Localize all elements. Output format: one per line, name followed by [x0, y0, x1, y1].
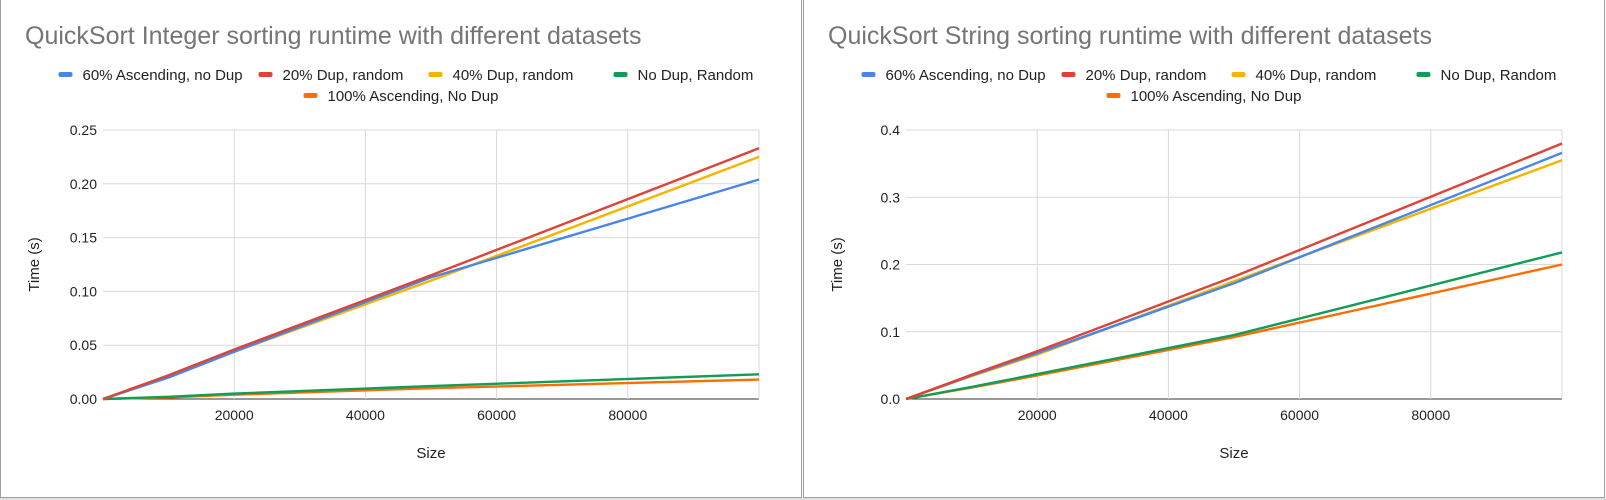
legend-swatch — [1061, 72, 1076, 77]
legend-swatch — [258, 72, 273, 77]
y-tick-label: 0.0 — [881, 391, 901, 407]
legend-swatch — [1416, 72, 1431, 77]
chart-title: QuickSort String sorting runtime with di… — [828, 22, 1432, 50]
x-tick-label: 80000 — [1411, 407, 1450, 423]
legend-label: No Dup, Random — [638, 67, 754, 84]
bottom-divider — [0, 498, 1606, 500]
legend-label: 100% Ascending, No Dup — [1131, 88, 1302, 105]
legend-label: 60% Ascending, no Dup — [886, 67, 1046, 84]
string-chart-panel: QuickSort String sorting runtime with di… — [803, 0, 1605, 498]
legend-label: 40% Dup, random — [1256, 67, 1377, 84]
x-tick-label: 20000 — [1018, 407, 1057, 423]
legend-label: No Dup, Random — [1441, 67, 1557, 84]
legend-swatch — [613, 72, 628, 77]
integer-chart-svg: 60% Ascending, no Dup 20% Dup, random 40% … — [26, 67, 760, 462]
legend-label: 20% Dup, random — [283, 67, 404, 84]
y-tick-label: 0.20 — [70, 176, 97, 192]
series-line — [905, 142, 1563, 401]
legend-swatch — [303, 93, 318, 98]
legend-swatch — [1106, 93, 1121, 98]
y-tick-label: 0.10 — [70, 283, 97, 299]
legend-swatch — [861, 72, 876, 77]
chart-title: QuickSort Integer sorting runtime with d… — [25, 22, 642, 50]
y-tick-label: 0.25 — [70, 122, 97, 138]
x-tick-label: 20000 — [215, 407, 254, 423]
series-line — [102, 373, 760, 401]
integer-chart-panel: QuickSort Integer sorting runtime with d… — [0, 0, 802, 498]
series-line — [102, 147, 760, 401]
x-axis-label: Size — [416, 445, 445, 462]
legend-swatch — [58, 72, 73, 77]
y-tick-label: 0.4 — [881, 122, 901, 138]
legend-label: 20% Dup, random — [1086, 67, 1207, 84]
x-tick-label: 40000 — [346, 407, 385, 423]
x-axis-label: Size — [1219, 445, 1248, 462]
legend-label: 60% Ascending, no Dup — [83, 67, 243, 84]
y-tick-label: 0.1 — [881, 324, 901, 340]
string-chart-svg: 60% Ascending, no Dup 20% Dup, random 40% … — [829, 67, 1563, 462]
y-axis-label: Time (s) — [26, 237, 43, 291]
legend-swatch — [1231, 72, 1246, 77]
y-tick-label: 0.05 — [70, 337, 97, 353]
y-tick-label: 0.3 — [881, 189, 901, 205]
y-tick-label: 0.00 — [70, 391, 97, 407]
y-axis-label: Time (s) — [829, 237, 846, 291]
x-tick-label: 60000 — [477, 407, 516, 423]
series-line — [102, 178, 760, 401]
legend-label: 40% Dup, random — [453, 67, 574, 84]
y-tick-label: 0.15 — [70, 230, 97, 246]
x-tick-label: 80000 — [608, 407, 647, 423]
x-tick-label: 40000 — [1149, 407, 1188, 423]
x-tick-label: 60000 — [1280, 407, 1319, 423]
legend-label: 100% Ascending, No Dup — [328, 88, 499, 105]
y-tick-label: 0.2 — [881, 257, 901, 273]
legend-swatch — [428, 72, 443, 77]
series-line — [905, 251, 1563, 401]
